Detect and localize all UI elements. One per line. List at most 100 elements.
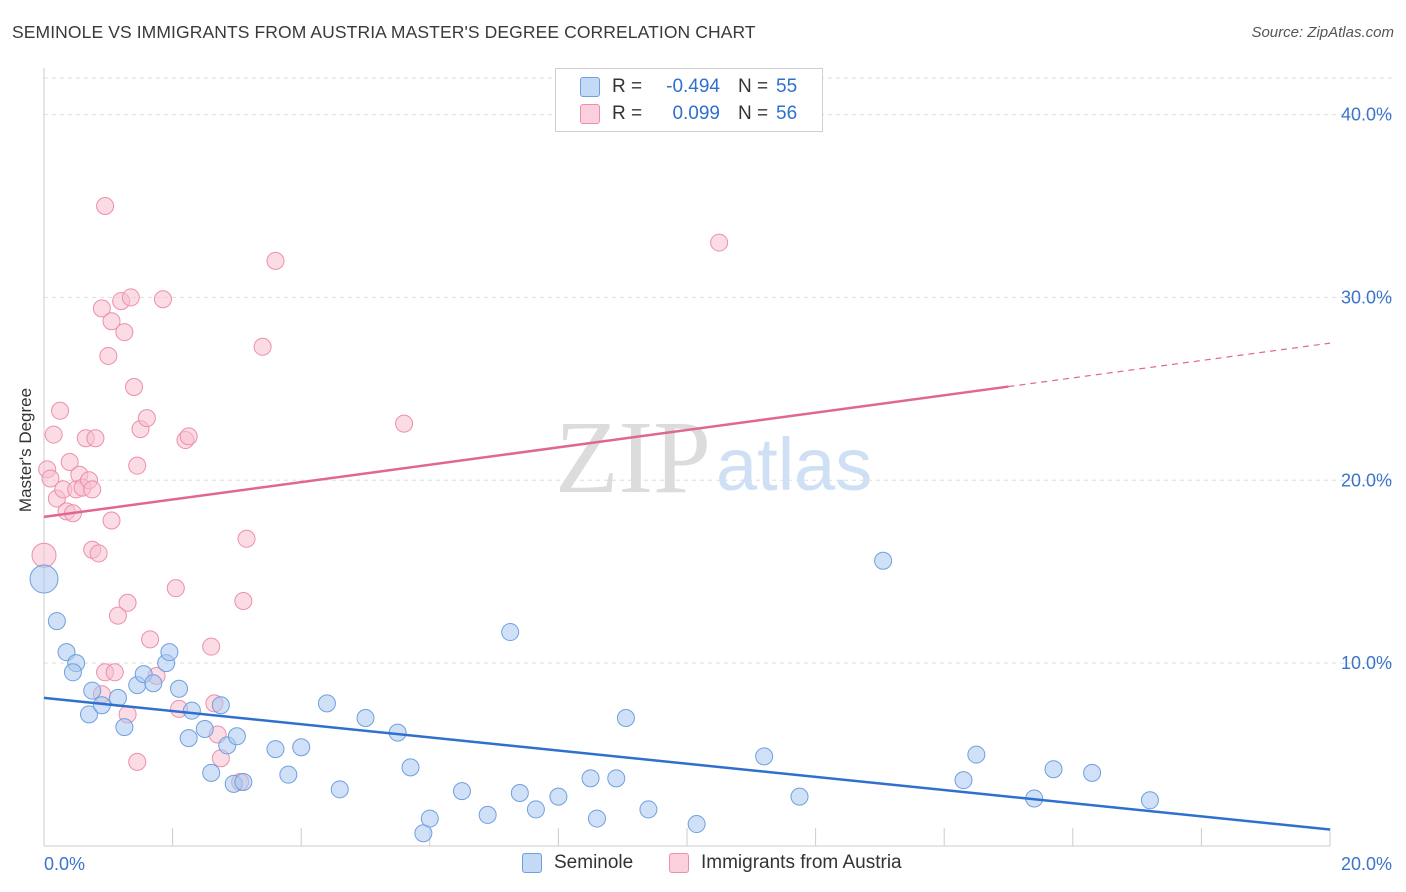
bottom-legend-label-austria: Immigrants from Austria (701, 852, 902, 873)
data-point-austria (102, 511, 121, 530)
data-point-seminole (195, 719, 214, 738)
data-point-austria (105, 663, 124, 682)
data-point-austria (83, 480, 102, 499)
data-point-seminole (211, 696, 230, 715)
data-point-seminole (616, 709, 635, 727)
data-point-seminole (1140, 791, 1159, 810)
data-point-austria (710, 233, 729, 252)
data-point-seminole (607, 769, 626, 788)
data-point-austria (125, 378, 144, 397)
data-point-seminole (317, 694, 336, 713)
data-point-austria (395, 414, 414, 433)
data-point-seminole (478, 805, 497, 824)
data-point-austria (234, 591, 253, 610)
bottom-legend-swatch-seminole (522, 853, 542, 873)
data-point-seminole (170, 679, 189, 698)
data-point-seminole (1083, 763, 1102, 782)
data-point-austria (60, 453, 79, 471)
data-point-seminole (581, 769, 600, 788)
data-point-seminole (266, 740, 285, 759)
data-point-austria (92, 299, 111, 318)
grid-lines (44, 77, 1392, 664)
tick-labels: 10.0% 20.0% 30.0% 40.0% 0.0% 20.0% (44, 105, 1392, 874)
watermark-atlas: atlas (716, 423, 872, 506)
data-point-seminole (587, 809, 606, 828)
data-point-seminole (182, 701, 201, 720)
data-point-austria (128, 456, 147, 475)
data-point-austria (115, 323, 134, 342)
data-point-seminole (501, 623, 520, 642)
legend-n-value: 55 (776, 76, 798, 97)
data-point-austria (128, 752, 147, 771)
legend-swatch-austria (580, 104, 600, 124)
legend-n-label: N = (738, 76, 769, 97)
data-point-seminole (160, 643, 179, 662)
data-point-seminole (80, 705, 99, 724)
bottom-legend: Seminole Immigrants from Austria (0, 852, 1406, 878)
data-point-seminole (549, 787, 568, 806)
x-tick-label: 20.0% (1341, 854, 1392, 874)
bottom-legend-austria: Immigrants from Austria (669, 852, 902, 874)
data-point-austria (96, 197, 115, 215)
data-point-seminole (29, 564, 59, 594)
data-point-austria (237, 529, 256, 548)
watermark: ZIP atlas (555, 400, 872, 515)
data-point-austria (102, 312, 121, 331)
y-tick-label: 10.0% (1341, 653, 1392, 673)
data-point-seminole (115, 718, 134, 737)
data-point-austria (86, 429, 105, 448)
bottom-legend-seminole: Seminole (522, 852, 633, 874)
data-point-seminole (292, 738, 311, 757)
data-point-seminole (420, 809, 439, 828)
data-point-austria (137, 409, 156, 428)
data-point-austria (202, 637, 221, 656)
data-point-austria (253, 337, 272, 356)
data-point-seminole (967, 745, 986, 764)
trend-lines (43, 342, 1331, 831)
y-tick-label: 20.0% (1341, 470, 1392, 490)
data-point-seminole (227, 727, 246, 746)
data-point-seminole (452, 782, 471, 801)
data-point-austria (51, 401, 70, 420)
data-point-seminole (874, 551, 893, 570)
data-point-seminole (755, 747, 774, 766)
legend-r-value: 0.099 (672, 103, 720, 124)
chart-title: SEMINOLE VS IMMIGRANTS FROM AUSTRIA MAST… (12, 22, 756, 42)
trend-line-austria (43, 385, 1009, 519)
legend-r-label: R = (612, 103, 643, 124)
trend-line-austria-extension (1008, 342, 1331, 388)
data-point-seminole (179, 729, 198, 748)
y-tick-label: 30.0% (1341, 287, 1392, 307)
series-seminole-points (29, 551, 1159, 843)
data-point-seminole (526, 800, 545, 819)
data-point-austria (118, 593, 137, 612)
legend-row-austria: R = 0.099 N = 56 (580, 102, 797, 126)
data-point-seminole (330, 780, 349, 799)
data-point-seminole (356, 709, 375, 727)
watermark-zip: ZIP (555, 400, 711, 515)
x-tick-label: 0.0% (44, 854, 85, 874)
data-point-seminole (639, 800, 658, 819)
data-point-seminole (279, 765, 298, 784)
data-point-seminole (83, 681, 102, 700)
trend-line-seminole (43, 696, 1331, 831)
data-point-seminole (401, 758, 420, 777)
data-point-seminole (63, 663, 82, 682)
data-point-seminole (510, 783, 529, 802)
legend-n-label: N = (738, 103, 769, 124)
y-tick-label: 40.0% (1341, 105, 1392, 125)
legend-n-value: 56 (776, 103, 798, 124)
data-point-seminole (954, 771, 973, 790)
data-point-seminole (687, 815, 706, 834)
legend-box: R = -0.494 N = 55 R = 0.099 N = 56 (555, 68, 823, 132)
data-point-austria (108, 606, 127, 625)
data-point-seminole (234, 773, 253, 791)
source-note: Source: ZipAtlas.com (1251, 24, 1394, 41)
data-point-austria (121, 288, 140, 307)
data-point-austria (179, 427, 198, 446)
data-point-seminole (790, 787, 809, 806)
data-point-seminole (1044, 760, 1063, 779)
data-point-austria (41, 469, 60, 488)
data-point-austria (89, 544, 108, 563)
y-axis-label: Master's Degree (16, 387, 35, 513)
